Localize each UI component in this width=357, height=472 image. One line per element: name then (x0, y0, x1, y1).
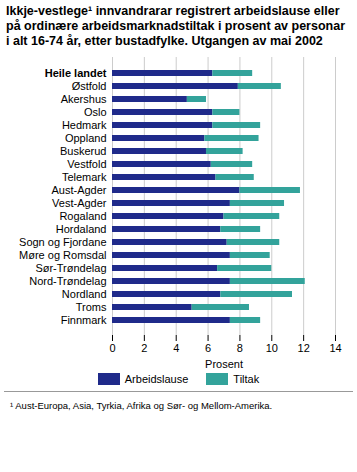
svg-text:Troms: Troms (76, 301, 107, 313)
svg-text:Heile landet: Heile landet (45, 67, 107, 79)
svg-text:14: 14 (329, 342, 341, 354)
svg-text:Buskerud: Buskerud (60, 145, 106, 157)
svg-text:Møre og Romsdal: Møre og Romsdal (19, 249, 106, 261)
svg-text:Hedmark: Hedmark (62, 119, 107, 131)
svg-text:4: 4 (173, 342, 179, 354)
svg-text:Hordaland: Hordaland (56, 223, 107, 235)
svg-text:Telemark: Telemark (62, 171, 107, 183)
html-text:Ikkje-vestlege¹ innvandrarar r: Ikkje-vestlege¹ innvandrarar registrert … (6, 4, 345, 48)
svg-text:0: 0 (109, 342, 115, 354)
svg-text:Finnmark: Finnmark (61, 314, 107, 326)
svg-text:Aust-Agder: Aust-Agder (51, 184, 106, 196)
svg-text:Vestfold: Vestfold (67, 158, 106, 170)
svg-text:6: 6 (205, 342, 211, 354)
svg-text:Nordland: Nordland (62, 288, 107, 300)
svg-text:Vest-Agder: Vest-Agder (52, 197, 107, 209)
svg-text:10: 10 (266, 342, 278, 354)
svg-text:Oppland: Oppland (65, 132, 107, 144)
svg-text:Akershus: Akershus (61, 93, 107, 105)
svg-text:Prosent: Prosent (205, 358, 243, 370)
html-text:Arbeidslause: Arbeidslause (124, 373, 189, 385)
svg-text:Østfold: Østfold (72, 80, 107, 92)
svg-text:Sør-Trøndelag: Sør-Trøndelag (35, 262, 106, 274)
svg-text:Rogaland: Rogaland (59, 210, 106, 222)
html-text:Tiltak: Tiltak (233, 373, 260, 385)
html-text:¹ Aust-Europa, Asia, Tyrkia, A: ¹ Aust-Europa, Asia, Tyrkia, Afrika og S… (10, 400, 273, 411)
svg-text:2: 2 (141, 342, 147, 354)
svg-text:8: 8 (237, 342, 243, 354)
svg-text:Oslo: Oslo (84, 106, 107, 118)
svg-text:Sogn og Fjordane: Sogn og Fjordane (19, 236, 106, 248)
svg-text:Nord-Trøndelag: Nord-Trøndelag (29, 275, 106, 287)
svg-text:12: 12 (298, 342, 310, 354)
